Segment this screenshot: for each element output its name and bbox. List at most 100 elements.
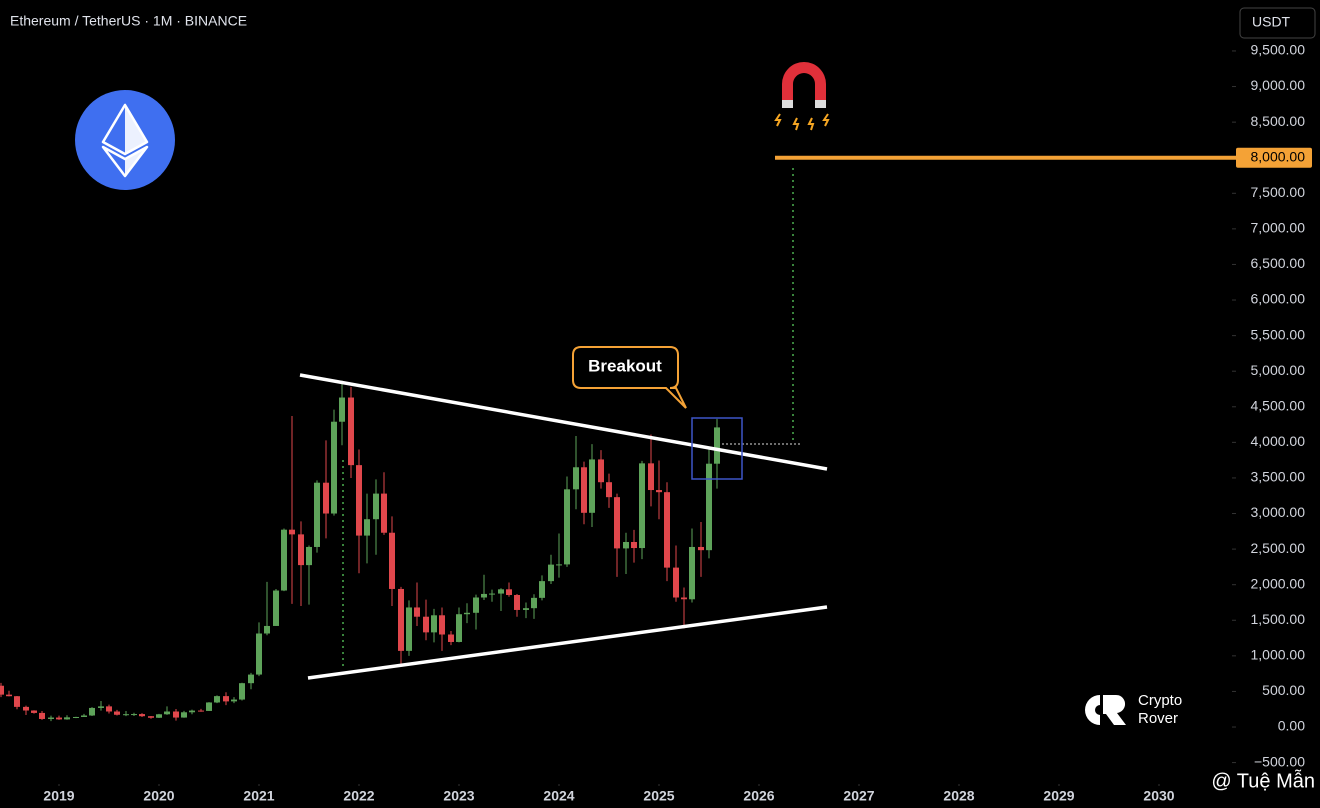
candle-body xyxy=(339,397,345,422)
candle-body xyxy=(698,546,704,551)
y-tick-label: 4,500.00 xyxy=(1251,397,1306,413)
candle-body xyxy=(506,589,512,596)
candle-body xyxy=(181,712,187,718)
x-tick-label: 2019 xyxy=(43,788,74,804)
candle-body xyxy=(0,685,4,695)
candle-body xyxy=(639,463,645,549)
candle-body xyxy=(198,710,204,712)
candle-body xyxy=(689,546,695,600)
y-tick-label: 7,000.00 xyxy=(1251,220,1306,236)
candle-body xyxy=(623,541,629,549)
x-tick-label: 2023 xyxy=(443,788,474,804)
candle-body xyxy=(464,612,470,615)
candle-body xyxy=(223,696,229,702)
candle-body xyxy=(356,465,362,536)
candle-body xyxy=(164,711,170,715)
candle-body xyxy=(606,482,612,498)
x-tick-label: 2020 xyxy=(143,788,174,804)
candle-body xyxy=(281,529,287,591)
y-tick-label: 5,500.00 xyxy=(1251,326,1306,342)
candle-body xyxy=(131,714,137,716)
candle-body xyxy=(589,459,595,513)
candle-body xyxy=(514,595,520,610)
candle-body xyxy=(231,699,237,702)
candle-body xyxy=(123,714,129,716)
candle-body xyxy=(39,712,45,719)
eth-logo xyxy=(75,90,175,190)
candle-body xyxy=(148,716,154,718)
y-axis: 9,500.00 9,000.00 8,500.00 7,500.00 7,000.00… xyxy=(1232,42,1306,769)
y-tick-label: 9,500.00 xyxy=(1251,42,1306,58)
y-tick-label: 1,500.00 xyxy=(1251,611,1306,627)
candle-body xyxy=(189,710,195,713)
candle-body xyxy=(14,696,20,707)
chart-title: Ethereum / TetherUS · 1M · BINANCE xyxy=(10,13,247,29)
lower-trendline xyxy=(307,605,828,680)
credit: @ Tuệ Mẫn xyxy=(1211,769,1315,792)
x-tick-label: 2026 xyxy=(743,788,774,804)
candle-body xyxy=(431,615,437,633)
candle-body xyxy=(98,706,104,708)
candle-body xyxy=(81,715,87,717)
candle-body xyxy=(364,519,370,536)
x-tick-label: 2027 xyxy=(843,788,874,804)
candle-body xyxy=(673,567,679,598)
candle-body xyxy=(306,546,312,566)
currency-box xyxy=(1239,7,1316,39)
candle-body xyxy=(314,482,320,547)
candle-body xyxy=(556,564,562,566)
candle-body xyxy=(214,696,220,703)
candle-body xyxy=(631,541,637,549)
candle-body xyxy=(598,459,604,483)
breakout-callout: Breakout xyxy=(572,346,687,409)
x-tick-label: 2022 xyxy=(343,788,374,804)
price-axis xyxy=(1232,0,1320,808)
watermark-text: Crypto xyxy=(1138,692,1182,709)
y-tick-label: 3,000.00 xyxy=(1251,504,1306,520)
candle-body xyxy=(6,694,12,697)
candle-body xyxy=(289,529,295,535)
candle-body xyxy=(239,683,245,700)
candle-body xyxy=(539,581,545,598)
y-tick-label: 1,000.00 xyxy=(1251,647,1306,663)
x-tick-label: 2024 xyxy=(543,788,574,804)
candle-body xyxy=(714,427,720,464)
candle-body xyxy=(173,711,179,718)
y-tick-label: 0.00 xyxy=(1278,718,1305,734)
candle-body xyxy=(23,706,29,711)
candle-body xyxy=(323,482,329,514)
candle-body xyxy=(398,588,404,651)
candle-body xyxy=(498,589,504,594)
breakout-box xyxy=(691,417,743,480)
candle-body xyxy=(423,616,429,633)
y-tick-label: 500.00 xyxy=(1262,682,1305,698)
candle-body xyxy=(656,490,662,493)
candle-body xyxy=(348,397,354,466)
candle-body xyxy=(106,706,112,712)
candle-body xyxy=(156,714,162,718)
candle-body xyxy=(298,534,304,566)
y-tick-label: 7,500.00 xyxy=(1251,184,1306,200)
x-tick-label: 2025 xyxy=(643,788,674,804)
candle-body xyxy=(414,607,420,617)
y-tick-label: 8,500.00 xyxy=(1251,113,1306,129)
y-tick-label: 9,000.00 xyxy=(1251,77,1306,93)
candle-body xyxy=(264,625,270,634)
upper-trendline xyxy=(299,373,828,471)
watermark: Crypto Rover xyxy=(1085,692,1182,727)
candle-body xyxy=(448,634,454,642)
y-tick-label: 2,000.00 xyxy=(1251,575,1306,591)
level-label-box xyxy=(1236,147,1312,168)
y-tick-label: 4,000.00 xyxy=(1251,433,1306,449)
annotation-text: Breakout xyxy=(588,356,662,375)
y-tick-label: 6,500.00 xyxy=(1251,255,1306,271)
magnet-icon xyxy=(774,62,830,131)
candle-body xyxy=(648,463,654,491)
candle-body xyxy=(114,711,120,715)
y-tick-label: 5,000.00 xyxy=(1251,362,1306,378)
x-tick-label: 2029 xyxy=(1043,788,1074,804)
candle-body xyxy=(706,463,712,551)
